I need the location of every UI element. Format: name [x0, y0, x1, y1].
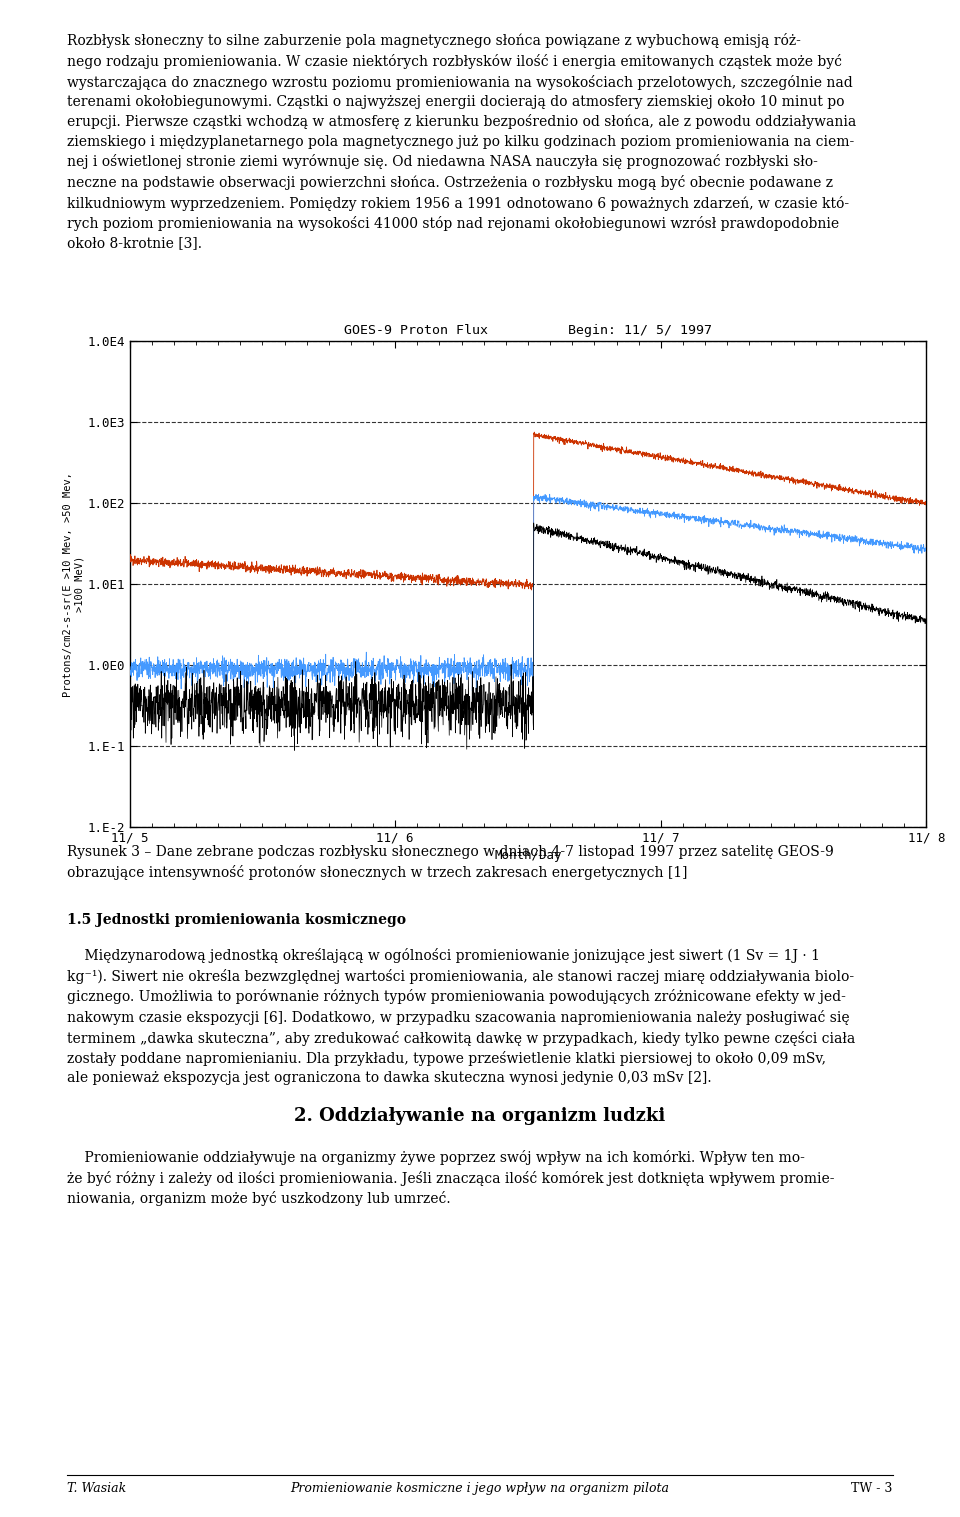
Text: Rysunek 3 – Dane zebrane podczas rozbłysku słonecznego w dniach 4-7 listopad 199: Rysunek 3 – Dane zebrane podczas rozbłys… — [67, 845, 834, 880]
Text: 1.5 Jednostki promieniowania kosmicznego: 1.5 Jednostki promieniowania kosmicznego — [67, 913, 406, 927]
Y-axis label: Protons/cm2-s-sr(E >10 Mev, >50 Mev,
>100 MeV): Protons/cm2-s-sr(E >10 Mev, >50 Mev, >10… — [62, 472, 84, 696]
Text: T. Wasiak: T. Wasiak — [67, 1482, 127, 1496]
Title: GOES-9 Proton Flux          Begin: 11/ 5/ 1997: GOES-9 Proton Flux Begin: 11/ 5/ 1997 — [344, 325, 712, 337]
X-axis label: Month/Day: Month/Day — [494, 850, 562, 862]
Text: Promieniowanie kosmiczne i jego wpływ na organizm pilota: Promieniowanie kosmiczne i jego wpływ na… — [291, 1482, 669, 1496]
Text: Międzynarodową jednostką określającą w ogólności promieniowanie jonizujące jest : Międzynarodową jednostką określającą w o… — [67, 948, 855, 1086]
Text: 2. Oddziaływanie na organizm ludzki: 2. Oddziaływanie na organizm ludzki — [295, 1107, 665, 1126]
Text: Rozbłysk słoneczny to silne zaburzenie pola magnetycznego słońca powiązane z wyb: Rozbłysk słoneczny to silne zaburzenie p… — [67, 33, 856, 250]
Text: Promieniowanie oddziaływuje na organizmy żywe poprzez swój wpływ na ich komórki.: Promieniowanie oddziaływuje na organizmy… — [67, 1150, 834, 1206]
Text: TW - 3: TW - 3 — [852, 1482, 893, 1496]
